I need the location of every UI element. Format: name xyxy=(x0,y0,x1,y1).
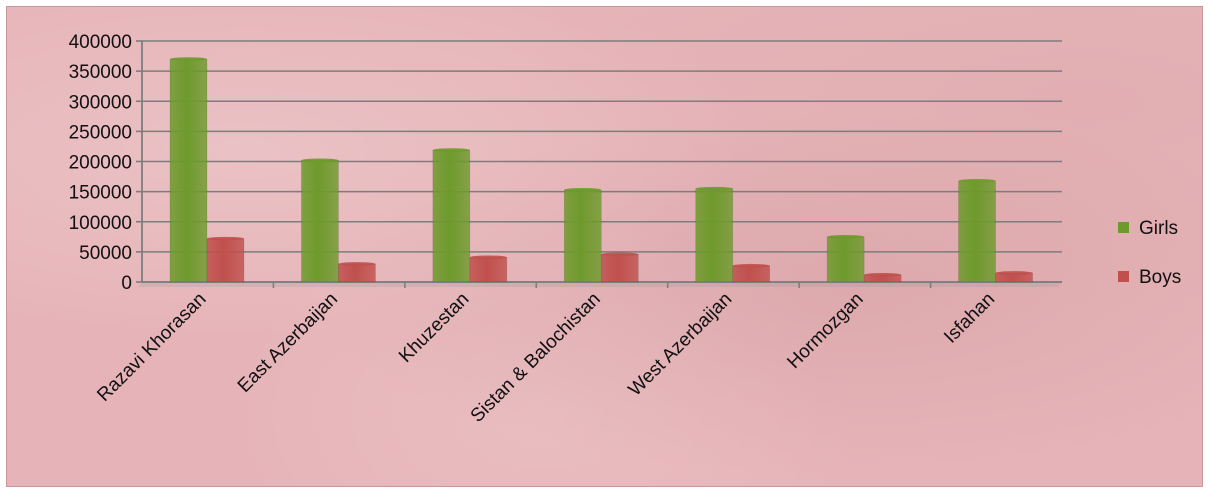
bar-top-girls xyxy=(170,57,207,61)
y-tick-label: 200000 xyxy=(69,153,132,174)
bar-top-girls xyxy=(827,235,865,239)
x-category-label: Khuzestan xyxy=(395,289,473,367)
bar-boys xyxy=(469,256,508,283)
y-tick-label: 300000 xyxy=(69,92,132,113)
y-tick-label: 150000 xyxy=(69,183,132,204)
y-tick-label: 100000 xyxy=(69,213,132,234)
legend-label-girls: Girls xyxy=(1139,218,1178,239)
y-tick-label: 350000 xyxy=(69,62,132,83)
legend-swatch-girls xyxy=(1118,222,1129,233)
bar-girls xyxy=(432,149,471,283)
x-category-label: East Azerbaijan xyxy=(234,289,342,397)
bar-top-girls xyxy=(695,186,733,191)
bar-girls xyxy=(169,58,208,283)
bar-boys xyxy=(600,253,639,283)
bar-girls xyxy=(695,188,734,283)
bar-top-girls xyxy=(958,178,996,183)
legend-label-boys: Boys xyxy=(1139,267,1181,288)
bar-top-girls xyxy=(564,188,602,192)
x-category-label: West Azerbaijan xyxy=(625,289,737,401)
bar-girls xyxy=(958,180,996,283)
bar-top-girls xyxy=(301,158,339,163)
y-tick-label: 400000 xyxy=(69,32,132,53)
legend-swatch-boys xyxy=(1118,271,1129,282)
bar-girls xyxy=(563,189,602,283)
bar-top-boys xyxy=(338,262,376,266)
y-tick-label: 250000 xyxy=(69,122,132,143)
bar-top-boys xyxy=(864,272,902,277)
x-category-label: Razavi Khorasan xyxy=(93,289,210,406)
bar-boys xyxy=(206,238,245,283)
bar-top-boys xyxy=(207,236,244,241)
bar-girls xyxy=(826,236,865,283)
bar-top-boys xyxy=(732,263,770,268)
bar-girls xyxy=(301,159,339,283)
x-category-label: Hormozgan xyxy=(783,289,867,373)
plot-floor xyxy=(138,282,1062,287)
bar-boys xyxy=(732,265,771,283)
y-tick-label: 0 xyxy=(121,273,132,294)
bar-top-boys xyxy=(995,271,1033,275)
y-tick-label: 50000 xyxy=(79,243,132,264)
bar-top-boys xyxy=(469,255,507,260)
x-category-label: Sistan & Balochistan xyxy=(467,289,605,427)
x-category-label: Isfahan xyxy=(940,289,999,348)
bar-top-girls xyxy=(432,148,470,152)
bar-boys xyxy=(338,263,376,283)
bar-top-boys xyxy=(601,252,639,257)
